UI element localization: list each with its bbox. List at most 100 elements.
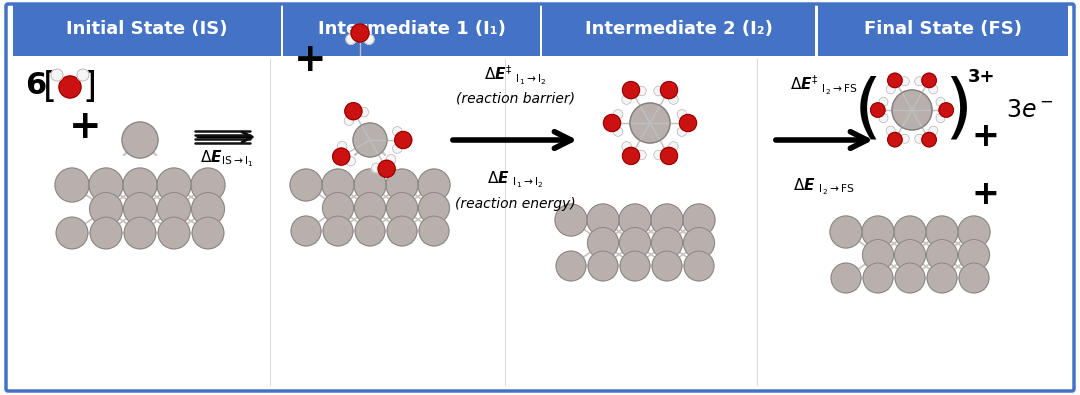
Circle shape	[191, 168, 225, 202]
Circle shape	[901, 77, 909, 86]
Bar	[542, 3, 815, 56]
Circle shape	[958, 216, 990, 248]
Circle shape	[333, 148, 350, 165]
Circle shape	[888, 73, 902, 88]
Text: +: +	[971, 120, 999, 154]
Circle shape	[651, 228, 683, 258]
Circle shape	[158, 217, 190, 249]
Circle shape	[630, 103, 670, 143]
Circle shape	[620, 251, 650, 281]
Circle shape	[922, 132, 936, 147]
Text: (reaction energy): (reaction energy)	[455, 197, 576, 211]
Circle shape	[915, 134, 923, 143]
Circle shape	[90, 193, 122, 226]
Circle shape	[345, 116, 354, 126]
Circle shape	[77, 69, 89, 81]
Circle shape	[879, 114, 888, 122]
Circle shape	[364, 34, 374, 44]
Circle shape	[892, 90, 932, 130]
Circle shape	[613, 110, 623, 119]
Circle shape	[613, 127, 623, 136]
Circle shape	[677, 127, 687, 136]
Circle shape	[652, 251, 681, 281]
Circle shape	[887, 85, 895, 94]
Circle shape	[387, 192, 418, 224]
Circle shape	[879, 98, 888, 106]
Circle shape	[351, 24, 369, 42]
Circle shape	[637, 150, 646, 160]
Circle shape	[359, 107, 368, 117]
Circle shape	[661, 81, 677, 99]
Circle shape	[669, 142, 678, 151]
Circle shape	[323, 192, 353, 224]
Text: +: +	[294, 41, 326, 79]
Text: (reaction barrier): (reaction barrier)	[456, 92, 575, 106]
Circle shape	[832, 263, 861, 293]
Text: Intermediate 2 (I₂): Intermediate 2 (I₂)	[585, 21, 772, 38]
Text: $\Delta \boldsymbol{E}\ _{\mathrm{I}_1 \rightarrow \mathrm{I}_2}$: $\Delta \boldsymbol{E}\ _{\mathrm{I}_1 \…	[487, 170, 543, 190]
Circle shape	[51, 69, 63, 81]
Text: ): )	[944, 75, 972, 145]
Circle shape	[372, 163, 381, 173]
Circle shape	[653, 150, 663, 160]
Circle shape	[346, 156, 355, 166]
Circle shape	[622, 95, 632, 104]
Circle shape	[556, 251, 586, 281]
Circle shape	[354, 192, 386, 224]
Circle shape	[418, 169, 450, 201]
Circle shape	[192, 217, 224, 249]
Circle shape	[936, 98, 945, 106]
Circle shape	[323, 216, 353, 246]
Circle shape	[683, 204, 715, 236]
Circle shape	[346, 34, 356, 44]
Text: +: +	[971, 179, 999, 211]
Circle shape	[355, 216, 384, 246]
Text: $\Delta \boldsymbol{E}_{\mathrm{IS}\rightarrow\mathrm{I}_1}$: $\Delta \boldsymbol{E}_{\mathrm{IS}\righ…	[200, 149, 253, 169]
Circle shape	[684, 251, 714, 281]
Circle shape	[620, 228, 650, 258]
Circle shape	[679, 115, 697, 132]
Circle shape	[926, 216, 958, 248]
Circle shape	[59, 76, 81, 98]
Circle shape	[936, 114, 945, 122]
Circle shape	[622, 142, 632, 151]
Circle shape	[831, 216, 862, 248]
Text: $\Delta \boldsymbol{E}\ _{\mathrm{I}_2 \rightarrow \mathrm{FS}}$: $\Delta \boldsymbol{E}\ _{\mathrm{I}_2 \…	[793, 177, 855, 197]
Circle shape	[292, 216, 321, 246]
Circle shape	[322, 169, 354, 201]
Circle shape	[669, 95, 678, 104]
Circle shape	[589, 251, 618, 281]
Circle shape	[354, 169, 386, 201]
Text: $3e^-$: $3e^-$	[1005, 98, 1054, 122]
Text: [: [	[43, 70, 57, 104]
Circle shape	[588, 204, 619, 236]
Circle shape	[894, 216, 926, 248]
Circle shape	[959, 239, 989, 271]
Circle shape	[386, 169, 418, 201]
Circle shape	[122, 122, 158, 158]
Text: Initial State (IS): Initial State (IS)	[66, 21, 228, 38]
Text: ]: ]	[83, 70, 97, 104]
Circle shape	[684, 228, 715, 258]
Text: Intermediate 1 (I₁): Intermediate 1 (I₁)	[318, 21, 505, 38]
Circle shape	[378, 160, 395, 177]
Text: $\Delta \boldsymbol{E}^{\ddagger}\ _{\mathrm{I}_1 \rightarrow \mathrm{I}_2}$: $\Delta \boldsymbol{E}^{\ddagger}\ _{\ma…	[484, 63, 546, 87]
Circle shape	[887, 126, 895, 135]
Text: (: (	[854, 75, 882, 145]
Circle shape	[392, 127, 402, 136]
Circle shape	[392, 144, 402, 153]
Circle shape	[123, 168, 157, 202]
Circle shape	[291, 169, 322, 201]
Circle shape	[901, 134, 909, 143]
Circle shape	[959, 263, 989, 293]
Text: 3+: 3+	[968, 68, 996, 86]
Circle shape	[637, 86, 646, 96]
Circle shape	[915, 77, 923, 86]
Bar	[818, 3, 1068, 56]
Circle shape	[929, 126, 937, 135]
Circle shape	[888, 132, 902, 147]
Circle shape	[661, 147, 677, 164]
Circle shape	[863, 263, 893, 293]
Circle shape	[157, 168, 191, 202]
Bar	[283, 3, 540, 56]
